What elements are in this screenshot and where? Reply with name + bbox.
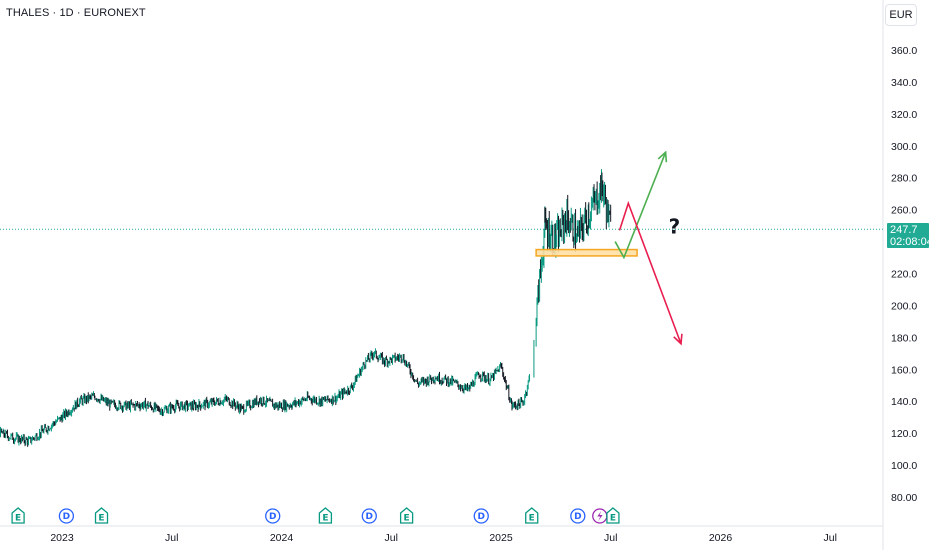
last-price-tag: 247.7 02:08:04 <box>887 223 932 248</box>
dividend-event-icon[interactable] <box>570 508 586 524</box>
arrow-up-path[interactable] <box>614 151 667 260</box>
y-tick-label: 200.0 <box>891 300 917 312</box>
y-tick-label: 300.0 <box>891 141 917 153</box>
y-tick-label: 120.0 <box>891 428 917 440</box>
y-tick-label: 340.0 <box>891 77 917 89</box>
x-tick-label: Jul <box>165 532 178 544</box>
last-price-value: 247.7 <box>890 224 918 236</box>
x-tick-label: 2025 <box>489 532 513 544</box>
x-tick-label: Jul <box>385 532 398 544</box>
earnings-event-icon[interactable] <box>525 507 539 524</box>
x-tick-label: 2026 <box>709 532 733 544</box>
dividend-event-icon[interactable] <box>265 508 281 524</box>
y-tick-label: 100.0 <box>891 460 917 472</box>
dividend-event-letter: D <box>63 512 70 522</box>
dividend-event-letter: D <box>478 512 485 522</box>
dividend-event-letter: D <box>574 512 581 522</box>
earnings-event-letter: E <box>610 514 616 524</box>
dividend-event-icon[interactable] <box>473 508 489 524</box>
y-tick-label: 360.0 <box>891 45 917 57</box>
x-tick-label: Jul <box>824 532 837 544</box>
y-tick-label: 160.0 <box>891 364 917 376</box>
x-tick-label: 2024 <box>270 532 294 544</box>
earnings-event-icon[interactable] <box>318 507 333 524</box>
y-tick-label: 220.0 <box>891 269 917 281</box>
arrow-down-path[interactable] <box>618 200 682 345</box>
earnings-event-letter: E <box>404 514 410 524</box>
dividend-event-icon[interactable] <box>361 508 377 524</box>
x-tick-label: 2023 <box>50 532 74 544</box>
question-mark-annotation[interactable]: ? <box>669 215 681 239</box>
dividend-event-letter: D <box>366 512 373 522</box>
earnings-event-icon[interactable] <box>94 507 109 524</box>
arrow-down-head <box>673 333 683 346</box>
currency-button[interactable]: EUR <box>885 4 917 26</box>
last-price-countdown: 02:08:04 <box>890 236 932 248</box>
y-tick-label: 180.0 <box>891 332 917 344</box>
y-tick-label: 260.0 <box>891 205 917 217</box>
support-zone[interactable] <box>535 248 638 257</box>
lightning-icon <box>597 511 603 521</box>
earnings-event-letter: E <box>98 514 104 524</box>
earnings-event-letter: E <box>529 514 535 524</box>
y-tick-label: 80.00 <box>891 492 917 504</box>
y-tick-label: 280.0 <box>891 173 917 185</box>
x-tick-label: Jul <box>604 532 617 544</box>
earnings-event-icon[interactable] <box>11 507 25 524</box>
y-tick-label: 320.0 <box>891 109 917 121</box>
dividend-event-icon[interactable] <box>58 508 75 524</box>
earnings-event-letter: E <box>15 514 21 524</box>
earnings-event-letter: E <box>322 514 328 524</box>
symbol-title: THALES · 1D · EURONEXT <box>6 7 146 19</box>
arrow-up-head <box>657 150 668 163</box>
y-tick-label: 140.0 <box>891 396 917 408</box>
dividend-event-letter: D <box>269 512 276 522</box>
earnings-event-icon[interactable] <box>399 507 414 524</box>
earnings-event-icon[interactable] <box>606 507 620 524</box>
